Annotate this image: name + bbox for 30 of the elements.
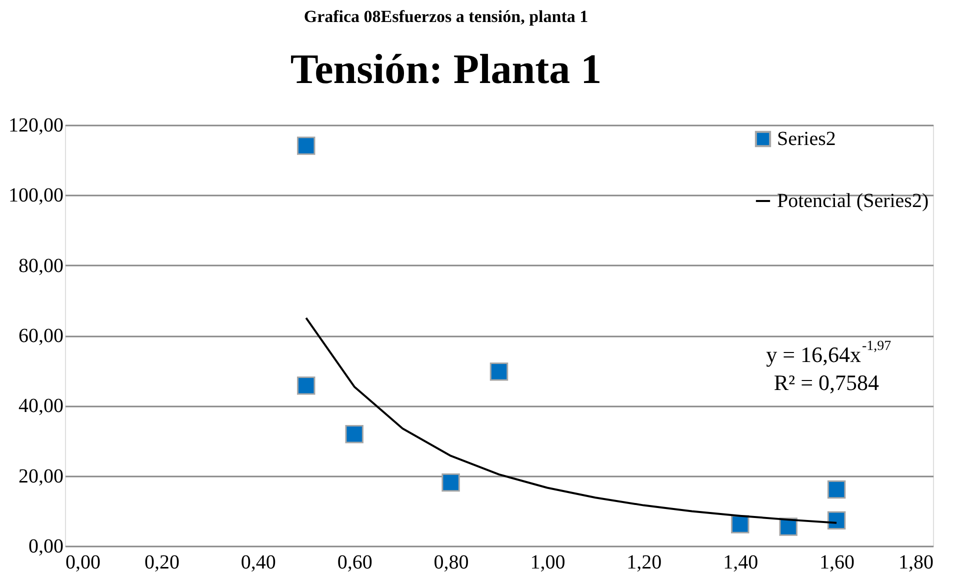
y-tick-label: 80,00	[18, 254, 64, 277]
point	[296, 136, 316, 155]
point	[345, 424, 364, 444]
x-tick-label: 0,40	[240, 552, 276, 574]
y-tick-label: 100,00	[8, 184, 64, 207]
x-tick-label: 1,20	[626, 552, 662, 574]
point	[296, 376, 316, 395]
point	[442, 473, 460, 492]
x-tick-label: 0,20	[144, 552, 180, 574]
y-tick-label: 40,00	[18, 395, 64, 418]
legend-label: Potencial (Series2)	[777, 190, 929, 212]
point	[827, 511, 846, 530]
annotation: R² = 0,7584	[774, 370, 879, 395]
point	[730, 515, 750, 534]
x-tick-label: 1,40	[723, 552, 758, 574]
x-tick-label: 1,80	[898, 552, 934, 574]
x-tick-label: 0,00	[66, 552, 100, 574]
y-tick-label: 0,00	[28, 536, 64, 558]
point	[490, 362, 508, 381]
x-tick-label: 1,60	[820, 552, 855, 574]
y-tick-label: 120,00	[8, 114, 64, 136]
y-tick-label: 20,00	[18, 465, 64, 488]
x-tick-label: 1,00	[530, 552, 566, 574]
x-tick-label: 0,80	[434, 552, 469, 574]
legend-label: Series2	[777, 128, 836, 150]
chart-title: Tensión: Planta 1	[290, 47, 602, 93]
text: Grafica 08Esfuerzos a tensión, planta 1	[304, 7, 588, 26]
point	[827, 480, 846, 499]
x-tick-label: 0,60	[337, 552, 372, 574]
y-tick-label: 60,00	[18, 325, 64, 347]
